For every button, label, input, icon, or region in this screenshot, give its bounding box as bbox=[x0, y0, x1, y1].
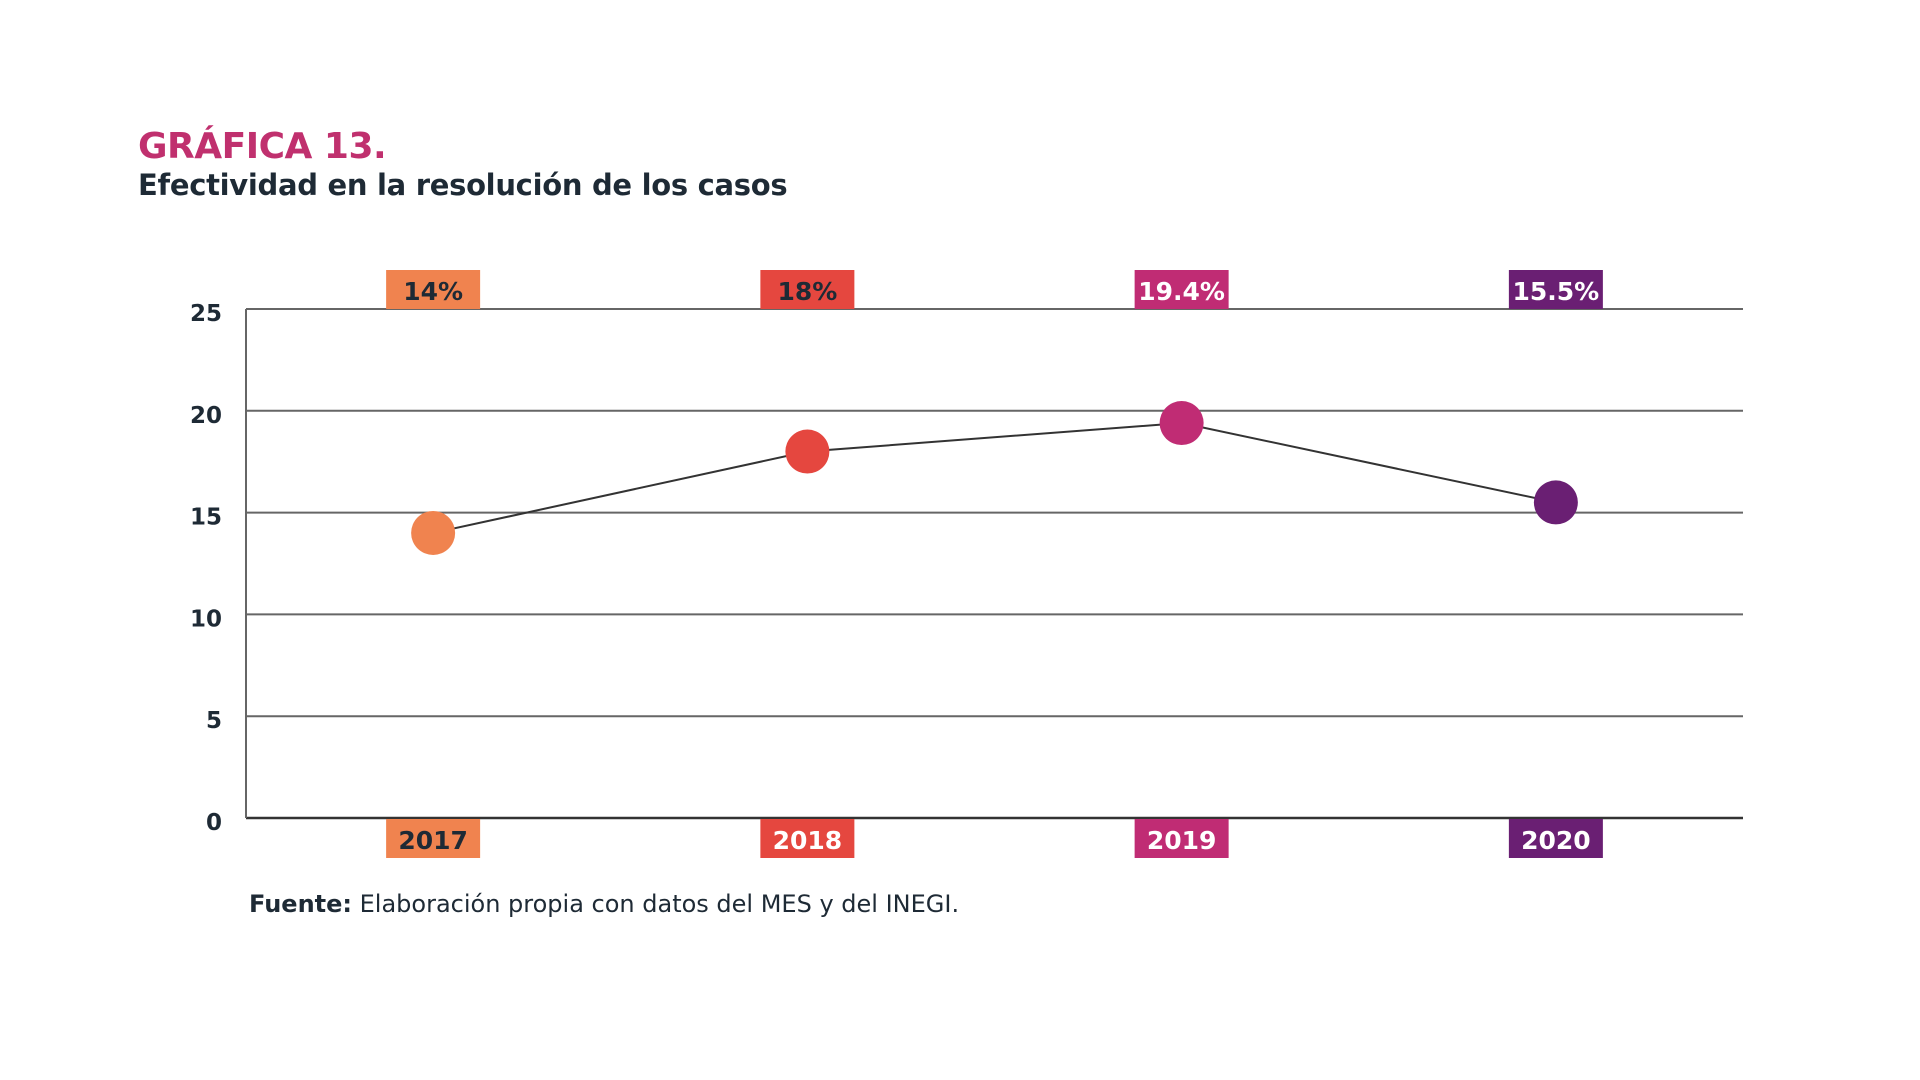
data-label-box bbox=[1508, 270, 1603, 309]
y-tick-label: 20 bbox=[190, 403, 222, 429]
data-label: 15.5% bbox=[1513, 277, 1600, 306]
data-label-box bbox=[760, 270, 855, 309]
chart-subtitle: Efectividad en la resolución de los caso… bbox=[138, 168, 788, 202]
data-label-box bbox=[386, 270, 481, 309]
source-label: Fuente: bbox=[249, 890, 352, 918]
data-label-box bbox=[1134, 270, 1229, 309]
y-tick-label: 25 bbox=[190, 301, 222, 327]
data-point bbox=[1533, 480, 1578, 525]
x-tick-label: 2017 bbox=[398, 826, 468, 855]
source-text: Elaboración propia con datos del MES y d… bbox=[352, 890, 960, 918]
chart-title: GRÁFICA 13. bbox=[138, 126, 387, 167]
data-point bbox=[411, 510, 456, 555]
category-label-box bbox=[386, 819, 481, 858]
source-note: Fuente: Elaboración propia con datos del… bbox=[249, 890, 959, 918]
x-tick-label: 2018 bbox=[773, 826, 843, 855]
data-point bbox=[785, 429, 830, 474]
data-label: 14% bbox=[403, 277, 463, 306]
category-label-box bbox=[760, 819, 855, 858]
series-line bbox=[432, 422, 1557, 534]
data-label: 19.4% bbox=[1138, 277, 1225, 306]
data-label: 18% bbox=[777, 277, 837, 306]
category-label-box bbox=[1508, 819, 1603, 858]
y-tick-label: 15 bbox=[190, 505, 222, 531]
category-label-box bbox=[1134, 819, 1229, 858]
data-point bbox=[1159, 401, 1204, 446]
x-tick-label: 2019 bbox=[1147, 826, 1217, 855]
y-tick-label: 10 bbox=[190, 606, 222, 632]
x-tick-label: 2020 bbox=[1521, 826, 1591, 855]
y-tick-label: 0 bbox=[206, 810, 222, 836]
y-tick-label: 5 bbox=[206, 708, 222, 734]
